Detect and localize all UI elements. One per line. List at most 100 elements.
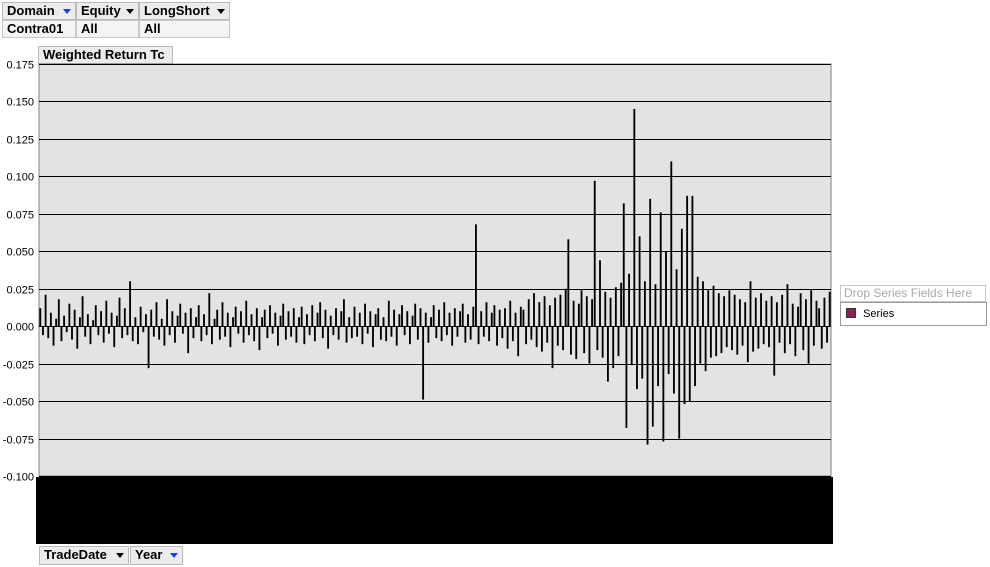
bar [593, 180, 596, 327]
bar [253, 326, 256, 342]
bar [237, 326, 240, 334]
bar [192, 326, 195, 339]
plot-area [38, 63, 832, 477]
bar [546, 326, 549, 343]
bar [213, 318, 216, 327]
bar [263, 309, 266, 327]
bar [815, 300, 818, 327]
y-tick-label: 0.100 [6, 172, 34, 184]
bar [636, 326, 638, 390]
bar [826, 326, 828, 343]
bar [224, 326, 227, 337]
bar [622, 203, 625, 327]
category-field-year[interactable]: Year [130, 546, 183, 565]
data-field-weighted-return-tc[interactable]: Weighted Return Tc [38, 46, 173, 64]
dropdown-arrow-icon[interactable] [126, 9, 134, 14]
bar [538, 302, 541, 327]
bar [232, 317, 234, 327]
bar [530, 326, 533, 340]
bar [717, 293, 720, 327]
bar [377, 308, 380, 327]
bar [197, 305, 200, 327]
bar [411, 315, 414, 327]
bar [179, 303, 182, 327]
bar [295, 326, 298, 343]
filter-field-domain[interactable]: Domain [2, 2, 76, 20]
bar [733, 294, 736, 327]
bar [680, 228, 683, 327]
bar [746, 326, 749, 363]
bar [134, 317, 137, 327]
bar [583, 326, 586, 354]
dropdown-arrow-icon[interactable] [217, 9, 225, 14]
y-tick-label: -0.025 [3, 360, 34, 372]
bar [760, 293, 762, 327]
bar [675, 269, 678, 327]
y-axis-tick-labels: 0.175 0.150 0.125 0.100 0.075 0.050 0.025 0.000… [3, 60, 34, 484]
bar [504, 308, 506, 327]
bar [200, 326, 203, 342]
bar [554, 297, 557, 327]
bar [340, 311, 343, 327]
bar [461, 303, 464, 327]
bar [688, 326, 691, 402]
bar [187, 326, 190, 354]
bar [448, 312, 451, 327]
bar [823, 297, 826, 327]
bar [123, 308, 126, 327]
bar [445, 326, 448, 336]
category-field-tradedate[interactable]: TradeDate [39, 546, 129, 565]
bar [195, 317, 198, 327]
bar [366, 326, 369, 334]
bar [596, 326, 599, 351]
bar [488, 326, 491, 342]
bar [300, 306, 303, 327]
bar [216, 309, 219, 327]
bar [414, 303, 417, 327]
bar [522, 309, 525, 327]
bar [369, 311, 372, 327]
dropdown-arrow-icon[interactable] [170, 553, 178, 558]
bar [599, 260, 601, 327]
bar [715, 326, 718, 357]
bar [350, 326, 353, 339]
bar [155, 302, 158, 327]
bar [382, 317, 385, 327]
bar [258, 326, 261, 351]
bar [665, 251, 667, 327]
bar [356, 326, 359, 337]
dropdown-arrow-icon[interactable] [63, 9, 71, 14]
bar [739, 299, 741, 327]
bar [211, 326, 213, 345]
bar [643, 281, 646, 327]
series-drop-zone[interactable]: Drop Series Fields Here [840, 285, 986, 302]
filter-value-domain[interactable]: Contra01 [2, 20, 76, 38]
bar [572, 300, 575, 327]
bar [55, 318, 58, 327]
bar [57, 299, 60, 327]
bar [419, 308, 422, 327]
bar [612, 326, 615, 369]
filter-field-longshort[interactable]: LongShort [139, 2, 230, 20]
bar [269, 305, 271, 327]
bar [424, 312, 427, 327]
bar [559, 294, 562, 327]
bar [271, 326, 274, 334]
filter-value-longshort[interactable]: All [139, 20, 230, 38]
bar [575, 326, 578, 360]
bar [765, 300, 768, 327]
bar [604, 291, 607, 327]
bar [464, 326, 467, 343]
bar [651, 326, 654, 427]
bar [570, 326, 572, 355]
bar [303, 326, 306, 345]
bar [42, 326, 44, 336]
bar [783, 326, 786, 354]
bar [126, 326, 129, 336]
filter-value-equity[interactable]: All [76, 20, 139, 38]
bar [189, 308, 192, 327]
dropdown-arrow-icon[interactable] [116, 553, 124, 558]
bar [802, 326, 805, 351]
bar [749, 281, 752, 327]
filter-field-equity[interactable]: Equity [76, 2, 139, 20]
